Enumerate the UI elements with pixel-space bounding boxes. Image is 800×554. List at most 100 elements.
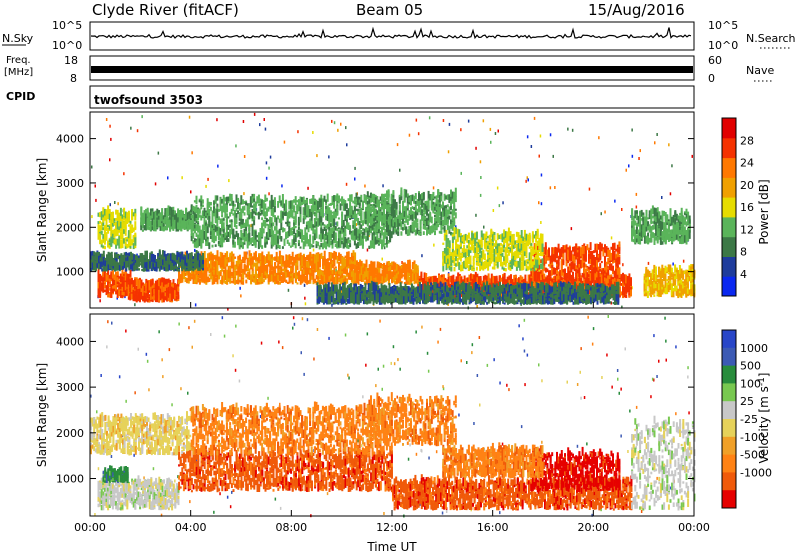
heatmap-cell — [298, 253, 301, 260]
heatmap-cell — [350, 252, 353, 261]
heatmap-cell — [205, 264, 208, 273]
heatmap-cell — [143, 293, 146, 296]
noise-cell — [621, 208, 623, 211]
heatmap-cell — [275, 274, 278, 280]
heatmap-cell — [291, 275, 294, 281]
heatmap-cell — [154, 290, 157, 296]
heatmap-cell — [142, 294, 145, 300]
heatmap-cell — [387, 267, 390, 271]
heatmap-cell — [150, 280, 153, 287]
heatmap-cell — [194, 271, 197, 280]
heatmap-cell — [379, 281, 382, 284]
noise-cell — [227, 307, 229, 311]
noise-cell — [526, 176, 528, 180]
heatmap-cell — [442, 283, 445, 288]
heatmap-cell — [110, 289, 113, 294]
heatmap-cell — [102, 283, 105, 292]
noise-cell — [297, 130, 299, 134]
heatmap-cell — [118, 287, 121, 297]
noise-cell — [408, 133, 411, 137]
heatmap-cell — [166, 294, 169, 298]
heatmap-cell — [150, 284, 153, 294]
heatmap-cell — [328, 252, 331, 261]
heatmap-cell — [226, 259, 229, 264]
heatmap-cell — [119, 290, 122, 295]
heatmap-cell — [137, 278, 140, 286]
noise-cell — [483, 225, 485, 229]
noise-cell — [287, 288, 290, 292]
nsky-tick-top: 10^5 — [52, 19, 82, 32]
heatmap-cell — [342, 257, 345, 263]
heatmap-cell — [123, 291, 126, 296]
noise-cell — [191, 151, 193, 155]
heatmap-cell — [402, 274, 405, 277]
heatmap-cell — [203, 260, 206, 267]
heatmap-cell — [494, 278, 496, 284]
heatmap-cell — [245, 279, 248, 284]
heatmap-cell — [275, 280, 278, 284]
heatmap-cell — [384, 264, 387, 272]
heatmap-cell — [266, 254, 269, 263]
heatmap-cell — [203, 271, 206, 277]
heatmap-cell — [269, 258, 272, 262]
heatmap-cell — [272, 272, 275, 281]
heatmap-cell — [269, 268, 272, 273]
heatmap-cell — [331, 264, 334, 268]
heatmap-cell — [326, 262, 329, 269]
heatmap-cell — [134, 278, 137, 288]
heatmap-cell — [349, 270, 352, 279]
heatmap-cell — [222, 258, 225, 267]
heatmap-cell — [349, 257, 352, 260]
noise-cell — [540, 173, 543, 177]
noise-cell — [502, 201, 504, 205]
heatmap-cell — [232, 280, 235, 284]
heatmap-cell — [395, 264, 398, 271]
noise-cell — [482, 119, 485, 123]
heatmap-cell — [294, 271, 297, 275]
heatmap-cell — [97, 282, 100, 289]
heatmap-cell — [600, 261, 603, 264]
heatmap-cell — [347, 272, 350, 280]
noise-cell — [600, 212, 602, 216]
heatmap-cell — [178, 274, 181, 280]
heatmap-cell — [291, 263, 294, 271]
noise-cell — [312, 131, 314, 134]
heatmap-cell — [115, 272, 118, 280]
heatmap-cell — [368, 277, 371, 282]
noise-cell — [346, 143, 348, 147]
heatmap-cell — [278, 250, 281, 260]
heatmap-cell — [373, 274, 376, 277]
heatmap-cell — [394, 275, 397, 279]
noise-cell — [526, 135, 529, 139]
noise-cell — [194, 303, 197, 307]
heatmap-cell — [502, 276, 504, 284]
nsky-label: N.Sky — [2, 32, 34, 45]
heatmap-cell — [290, 276, 293, 279]
heatmap-cell — [413, 276, 416, 280]
heatmap-cell — [119, 293, 122, 297]
heatmap-cell — [371, 271, 374, 276]
noise-cell — [540, 221, 542, 224]
heatmap-cell — [354, 271, 357, 277]
heatmap-cell — [403, 262, 406, 270]
heatmap-cell — [174, 283, 177, 291]
noise-cell — [312, 248, 315, 252]
freq-trace — [91, 66, 693, 73]
heatmap-cell — [178, 281, 181, 284]
heatmap-cell — [400, 269, 403, 278]
heatmap-cell — [285, 279, 288, 283]
heatmap-cell — [218, 271, 221, 278]
heatmap-cell — [100, 286, 103, 290]
noise-cell — [428, 116, 431, 120]
heatmap-cell — [240, 276, 243, 285]
heatmap-cell — [175, 295, 178, 301]
heatmap-cell — [202, 270, 205, 273]
heatmap-cell — [221, 259, 224, 267]
noise-cell — [475, 146, 477, 150]
heatmap-cell — [278, 257, 281, 264]
heatmap-cell — [290, 271, 293, 274]
heatmap-cell — [269, 274, 272, 282]
heatmap-cell — [333, 267, 336, 273]
heatmap-cell — [253, 274, 256, 283]
